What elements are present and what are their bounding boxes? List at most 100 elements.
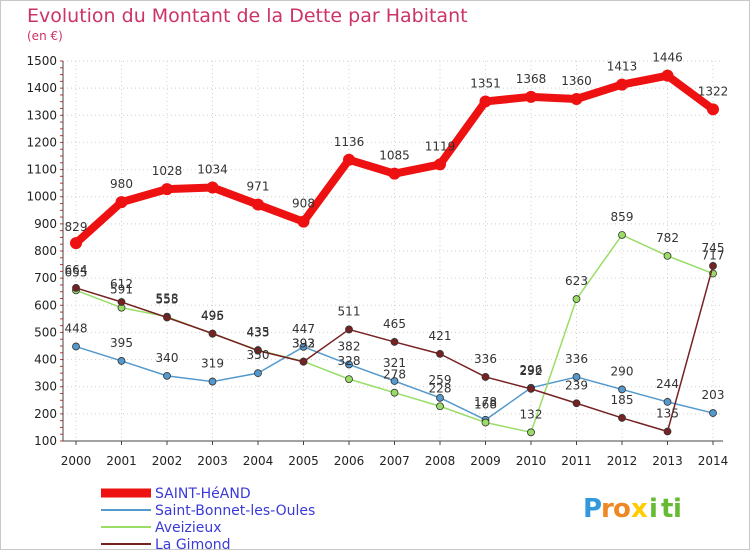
x-tick-label: 2001 — [106, 454, 137, 468]
data-label: 555 — [156, 293, 179, 307]
data-label: 1413 — [607, 60, 638, 74]
legend-label: Aveizieux — [155, 520, 222, 536]
data-label: 244 — [656, 377, 679, 391]
data-label: 336 — [565, 352, 588, 366]
data-label: 829 — [65, 220, 88, 234]
data-point — [206, 181, 219, 194]
data-label: 392 — [292, 337, 315, 351]
data-label: 135 — [656, 407, 679, 421]
data-point — [572, 373, 581, 381]
data-label: 465 — [383, 317, 406, 331]
data-point — [709, 262, 717, 270]
data-point — [299, 342, 308, 351]
data-point — [572, 399, 581, 408]
data-point — [570, 93, 583, 105]
data-point — [709, 409, 717, 417]
data-point — [163, 371, 171, 380]
data-point — [390, 377, 399, 385]
data-label: 1119 — [425, 139, 456, 153]
x-tick-label: 2010 — [516, 454, 547, 468]
data-point — [572, 295, 581, 303]
logo-letter: P — [583, 494, 602, 524]
x-tick-label: 2002 — [152, 454, 183, 468]
data-point — [481, 373, 490, 381]
data-point — [436, 349, 444, 358]
x-tick-label: 2000 — [61, 454, 92, 468]
logo-letter: i — [649, 494, 658, 524]
data-point — [663, 251, 672, 260]
data-label: 382 — [338, 339, 361, 353]
data-label: 168 — [474, 398, 497, 412]
data-label: 447 — [292, 322, 315, 336]
x-tick-label: 2007 — [379, 454, 410, 468]
data-point — [72, 342, 80, 351]
data-point — [345, 325, 353, 334]
data-label: 178 — [474, 395, 497, 409]
chart-subtitle: (en €) — [27, 29, 63, 43]
chart-title: Evolution du Montant de la Dette par Hab… — [27, 5, 468, 27]
data-point — [618, 385, 626, 394]
data-label: 393 — [292, 336, 315, 350]
y-tick-label: 1000 — [26, 190, 57, 204]
data-label: 421 — [429, 329, 452, 343]
x-tick-label: 2009 — [470, 454, 501, 468]
y-tick-label: 300 — [34, 380, 57, 394]
data-point — [527, 428, 535, 437]
data-point — [115, 196, 128, 209]
legend-label: Saint-Bonnet-les-Oules — [155, 503, 315, 519]
data-label: 290 — [611, 364, 634, 378]
data-point — [343, 153, 355, 166]
legend-label: La Gimond — [155, 537, 231, 549]
data-point — [299, 357, 308, 366]
data-point — [618, 231, 626, 239]
x-tick-label: 2004 — [243, 454, 274, 468]
data-label: 1028 — [152, 164, 183, 178]
y-tick-label: 100 — [34, 434, 57, 448]
y-tick-label: 400 — [34, 353, 57, 367]
data-label: 980 — [110, 177, 133, 191]
data-label: 336 — [474, 352, 497, 366]
data-label: 1136 — [334, 135, 365, 149]
data-label: 859 — [611, 210, 634, 224]
data-label: 558 — [156, 292, 179, 306]
data-label: 259 — [429, 373, 452, 387]
data-point — [481, 418, 490, 427]
y-tick-label: 900 — [34, 217, 57, 231]
data-point — [72, 284, 80, 292]
data-point — [390, 338, 399, 346]
y-tick-label: 1300 — [26, 108, 57, 122]
data-point — [479, 95, 492, 108]
data-label: 655 — [65, 265, 88, 279]
x-tick-label: 2013 — [652, 454, 683, 468]
data-point — [390, 388, 399, 397]
logo-letter: o — [613, 494, 631, 524]
data-point — [663, 398, 672, 406]
data-point — [707, 103, 719, 116]
data-label: 1446 — [652, 51, 683, 65]
data-point — [618, 414, 626, 422]
series-0 — [70, 69, 719, 250]
x-tick-label: 2008 — [425, 454, 456, 468]
logo-letter: x — [631, 494, 648, 524]
logo-letter: t — [661, 494, 673, 524]
data-point — [254, 346, 262, 355]
data-point — [661, 69, 674, 82]
data-point — [345, 375, 353, 384]
data-point — [388, 167, 401, 180]
y-tick-label: 1400 — [26, 81, 57, 95]
data-point — [297, 215, 310, 228]
data-label: 782 — [656, 231, 679, 245]
data-label: 435 — [247, 325, 270, 339]
data-point — [525, 90, 537, 103]
x-tick-label: 2014 — [698, 454, 729, 468]
data-label: 296 — [520, 363, 543, 377]
data-label: 1085 — [379, 149, 410, 163]
logo-letter: r — [601, 494, 614, 524]
data-point — [70, 237, 82, 250]
data-label: 1368 — [516, 72, 547, 86]
data-label: 717 — [702, 249, 725, 263]
y-tick-label: 800 — [34, 244, 57, 258]
y-tick-label: 700 — [34, 271, 57, 285]
data-label: 328 — [338, 354, 361, 368]
